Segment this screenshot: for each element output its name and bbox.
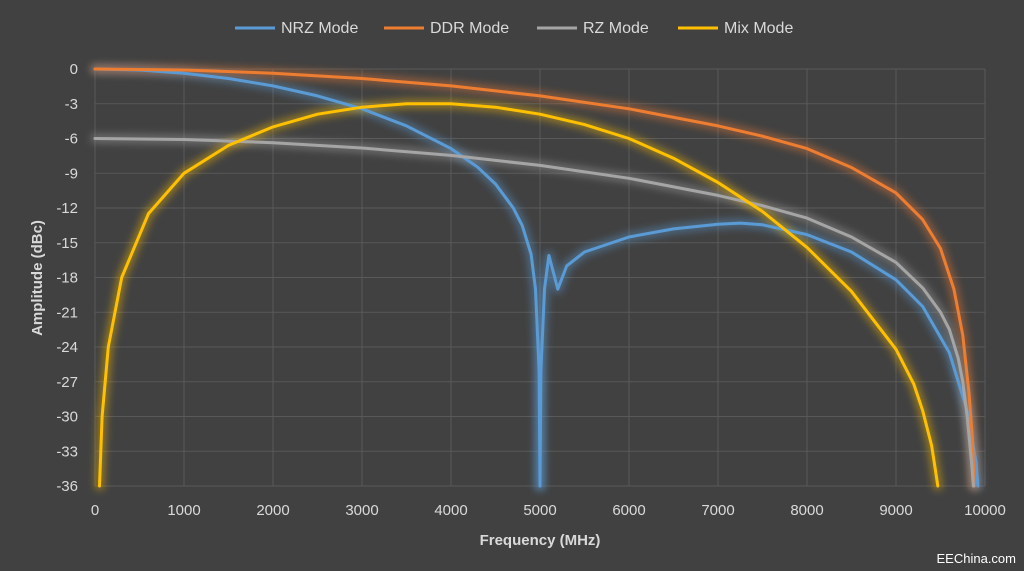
- y-tick-label: -24: [56, 339, 78, 356]
- watermark-text: EEChina.com: [937, 551, 1016, 566]
- rz-mode-line: [93, 137, 975, 488]
- ddr-mode-line: [93, 67, 976, 488]
- y-tick-label: -33: [56, 443, 78, 460]
- nrz-mode-glow: [535, 218, 983, 491]
- x-tick-label: 9000: [879, 502, 912, 519]
- ddr-mode-legend-label: DDR Mode: [430, 20, 509, 37]
- y-tick-label: -6: [65, 131, 78, 148]
- y-tick-label: -21: [56, 304, 78, 321]
- y-tick-label: -30: [56, 409, 78, 426]
- nrz-mode-line: [93, 67, 542, 488]
- y-tick-label: 0: [70, 61, 78, 78]
- series-lines: [93, 67, 980, 488]
- y-tick-label: -36: [56, 478, 78, 495]
- y-tick-label: -27: [56, 374, 78, 391]
- x-tick-label: 6000: [612, 502, 645, 519]
- x-tick-label: 4000: [434, 502, 467, 519]
- x-tick-label: 2000: [256, 502, 289, 519]
- x-tick-label: 0: [91, 502, 99, 519]
- nrz-mode-legend-label: NRZ Mode: [281, 20, 358, 37]
- x-tick-label: 5000: [523, 502, 556, 519]
- y-tick-label: -9: [65, 165, 78, 182]
- nrz-mode-line: [538, 221, 980, 488]
- x-axis-title: Frequency (MHz): [480, 532, 601, 549]
- mix-mode-line: [98, 102, 940, 488]
- x-tick-label: 1000: [167, 502, 200, 519]
- y-tick-label: -18: [56, 270, 78, 287]
- y-tick-label: -3: [65, 96, 78, 113]
- y-tick-label: -15: [56, 235, 78, 252]
- x-tick-label: 10000: [964, 502, 1006, 519]
- mix-mode-legend-label: Mix Mode: [724, 20, 793, 37]
- legend: NRZ Mode DDR Mode RZ Mode Mix Mode: [235, 20, 793, 37]
- x-tick-label: 7000: [701, 502, 734, 519]
- x-tick-label: 3000: [345, 502, 378, 519]
- x-tick-label: 8000: [790, 502, 823, 519]
- y-axis-title: Amplitude (dBc): [29, 220, 46, 336]
- y-tick-label: -12: [56, 200, 78, 217]
- y-axis-tick-labels: 0 -3 -6 -9 -12 -15 -18 -21 -24 -27 -30 -33 -36: [56, 61, 78, 495]
- rz-mode-legend-label: RZ Mode: [583, 20, 649, 37]
- x-axis-tick-labels: 0 1000 2000 3000 4000 5000 6000 7000 8000 9000 100…: [91, 502, 1006, 519]
